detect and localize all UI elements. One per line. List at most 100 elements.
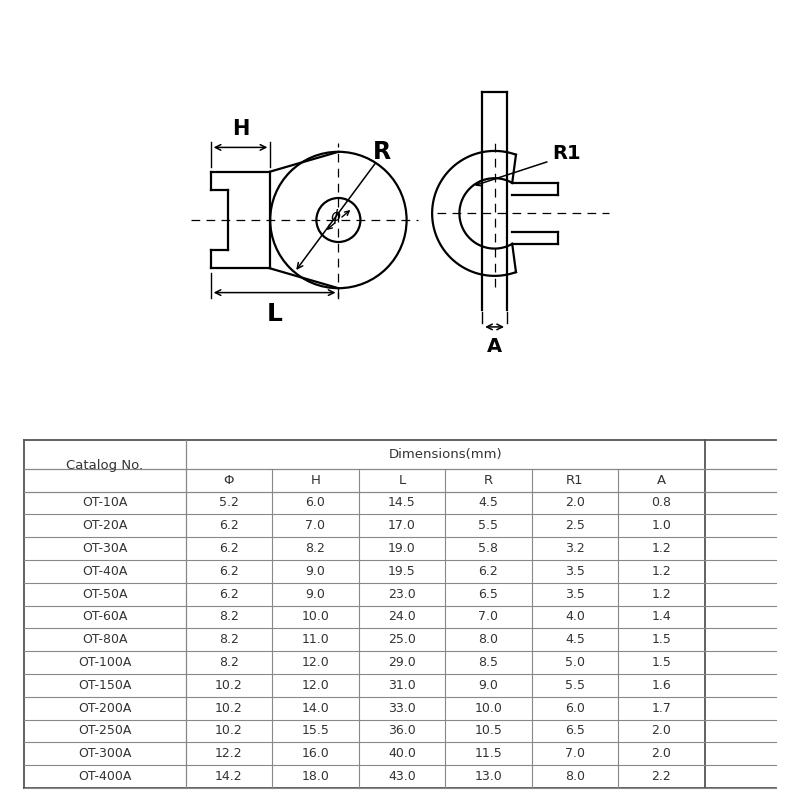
Text: 0.8: 0.8 [651, 497, 671, 510]
Text: 2.5: 2.5 [565, 519, 585, 532]
Text: 1.5: 1.5 [651, 656, 671, 669]
Text: 8.2: 8.2 [306, 542, 326, 555]
Text: R1: R1 [552, 144, 581, 162]
Text: OT-150A: OT-150A [78, 679, 131, 692]
Text: 6.2: 6.2 [219, 565, 238, 578]
Text: 5.5: 5.5 [565, 679, 585, 692]
Text: 2.0: 2.0 [651, 725, 671, 738]
Text: 19.0: 19.0 [388, 542, 416, 555]
Text: 10.0: 10.0 [474, 702, 502, 714]
Text: 14.0: 14.0 [302, 702, 330, 714]
Text: 6.2: 6.2 [478, 565, 498, 578]
Text: 19.5: 19.5 [388, 565, 416, 578]
Text: 11.5: 11.5 [474, 747, 502, 760]
Text: R: R [374, 140, 391, 164]
Text: 1.0: 1.0 [651, 519, 671, 532]
Text: 8.2: 8.2 [219, 656, 239, 669]
Text: 12.0: 12.0 [302, 679, 330, 692]
Text: 1.4: 1.4 [651, 610, 671, 623]
Text: 12.2: 12.2 [215, 747, 242, 760]
Text: 8.5: 8.5 [478, 656, 498, 669]
Text: 33.0: 33.0 [388, 702, 416, 714]
Text: 1.5: 1.5 [651, 634, 671, 646]
Text: L: L [398, 474, 406, 486]
Text: OT-80A: OT-80A [82, 634, 127, 646]
Text: 13.0: 13.0 [474, 770, 502, 783]
Text: OT-100A: OT-100A [78, 656, 131, 669]
Text: OT-300A: OT-300A [78, 747, 131, 760]
Text: 43.0: 43.0 [388, 770, 416, 783]
Text: 11.0: 11.0 [302, 634, 330, 646]
Text: 10.0: 10.0 [302, 610, 330, 623]
Text: OT-250A: OT-250A [78, 725, 131, 738]
Text: A: A [657, 474, 666, 486]
Text: 6.0: 6.0 [565, 702, 585, 714]
Text: 15.5: 15.5 [302, 725, 330, 738]
Text: 4.5: 4.5 [565, 634, 585, 646]
Text: OT-30A: OT-30A [82, 542, 127, 555]
Text: 40.0: 40.0 [388, 747, 416, 760]
Text: 3.5: 3.5 [565, 565, 585, 578]
Text: R1: R1 [566, 474, 584, 486]
Text: 7.0: 7.0 [478, 610, 498, 623]
Text: 6.2: 6.2 [219, 542, 238, 555]
Text: H: H [232, 118, 249, 138]
Text: 5.8: 5.8 [478, 542, 498, 555]
Text: 16.0: 16.0 [302, 747, 330, 760]
Text: A: A [487, 337, 502, 355]
Text: Φ: Φ [224, 474, 234, 486]
Text: 12.0: 12.0 [302, 656, 330, 669]
Text: 3.2: 3.2 [565, 542, 585, 555]
Text: L: L [266, 302, 282, 326]
Text: 1.6: 1.6 [651, 679, 671, 692]
Text: 31.0: 31.0 [388, 679, 416, 692]
Text: 3.5: 3.5 [565, 588, 585, 601]
Text: 2.2: 2.2 [651, 770, 671, 783]
Text: 8.0: 8.0 [478, 634, 498, 646]
Text: 2.0: 2.0 [651, 747, 671, 760]
Text: 10.2: 10.2 [215, 725, 242, 738]
Text: 5.5: 5.5 [478, 519, 498, 532]
Text: H: H [310, 474, 320, 486]
Text: 23.0: 23.0 [388, 588, 416, 601]
Text: OT-400A: OT-400A [78, 770, 131, 783]
Text: 29.0: 29.0 [388, 656, 416, 669]
Text: 1.2: 1.2 [651, 542, 671, 555]
Text: 5.2: 5.2 [219, 497, 239, 510]
Text: 1.7: 1.7 [651, 702, 671, 714]
Text: OT-40A: OT-40A [82, 565, 127, 578]
Text: 6.2: 6.2 [219, 519, 238, 532]
Text: 1.2: 1.2 [651, 588, 671, 601]
Text: 2.0: 2.0 [565, 497, 585, 510]
Text: 6.2: 6.2 [219, 588, 238, 601]
Text: 7.0: 7.0 [306, 519, 326, 532]
Text: OT-20A: OT-20A [82, 519, 127, 532]
Text: 7.0: 7.0 [565, 747, 585, 760]
Text: 4.0: 4.0 [565, 610, 585, 623]
Text: 36.0: 36.0 [388, 725, 416, 738]
Text: 18.0: 18.0 [302, 770, 330, 783]
Text: 10.2: 10.2 [215, 702, 242, 714]
Text: 14.5: 14.5 [388, 497, 416, 510]
Text: 14.2: 14.2 [215, 770, 242, 783]
Text: OT-10A: OT-10A [82, 497, 127, 510]
Text: OT-50A: OT-50A [82, 588, 127, 601]
Text: OT-60A: OT-60A [82, 610, 127, 623]
Text: 9.0: 9.0 [306, 588, 326, 601]
Text: 10.2: 10.2 [215, 679, 242, 692]
Text: Catalog No.: Catalog No. [66, 459, 143, 472]
Text: 9.0: 9.0 [478, 679, 498, 692]
Text: 8.0: 8.0 [565, 770, 585, 783]
Text: 25.0: 25.0 [388, 634, 416, 646]
Text: $\phi$: $\phi$ [330, 207, 342, 226]
Text: 6.0: 6.0 [306, 497, 326, 510]
Text: 10.5: 10.5 [474, 725, 502, 738]
Text: R: R [484, 474, 493, 486]
Text: 17.0: 17.0 [388, 519, 416, 532]
Text: 24.0: 24.0 [388, 610, 416, 623]
Text: 4.5: 4.5 [478, 497, 498, 510]
Text: 5.0: 5.0 [565, 656, 585, 669]
Text: 1.2: 1.2 [651, 565, 671, 578]
Text: Dimensions(mm): Dimensions(mm) [388, 448, 502, 461]
Text: OT-200A: OT-200A [78, 702, 131, 714]
